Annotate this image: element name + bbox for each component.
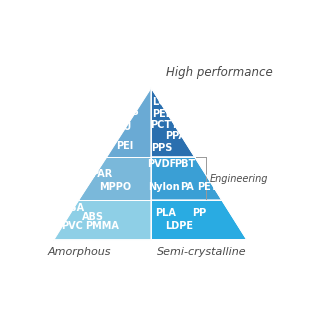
Polygon shape (106, 87, 151, 157)
Text: LDPE: LDPE (165, 221, 193, 231)
Text: PBT: PBT (174, 159, 195, 169)
Text: ABS: ABS (82, 212, 104, 222)
Polygon shape (53, 200, 151, 240)
Text: PET: PET (197, 182, 218, 192)
Text: PVC: PVC (61, 221, 83, 231)
Text: PC: PC (68, 169, 83, 179)
Text: PA: PA (180, 182, 193, 192)
Text: Amorphous: Amorphous (47, 247, 111, 257)
Text: PES: PES (118, 107, 139, 117)
Polygon shape (78, 157, 151, 200)
Text: PP: PP (193, 208, 207, 218)
Text: PMMA: PMMA (85, 221, 119, 231)
Text: PPA: PPA (165, 131, 186, 141)
Text: Engineering: Engineering (210, 173, 268, 183)
Text: PLA: PLA (156, 208, 176, 218)
Text: Nylon: Nylon (148, 182, 180, 192)
Text: PEI: PEI (116, 140, 133, 151)
Text: PPSU: PPSU (102, 122, 132, 132)
Polygon shape (151, 157, 222, 200)
Text: Semi-crystalline: Semi-crystalline (156, 247, 246, 257)
Text: ASA: ASA (63, 203, 85, 212)
Polygon shape (151, 87, 195, 157)
Text: PCT: PCT (150, 120, 171, 130)
Text: PVDF: PVDF (148, 159, 177, 169)
Text: MPPO: MPPO (99, 182, 131, 192)
Text: High performance: High performance (166, 66, 273, 79)
Text: LCP: LCP (152, 97, 172, 108)
Polygon shape (151, 200, 247, 240)
Text: PSU: PSU (80, 159, 102, 169)
Text: PEEK: PEEK (152, 109, 180, 119)
Text: PPS: PPS (151, 142, 173, 153)
Text: PI: PI (172, 120, 182, 130)
Text: PAR: PAR (92, 169, 113, 179)
